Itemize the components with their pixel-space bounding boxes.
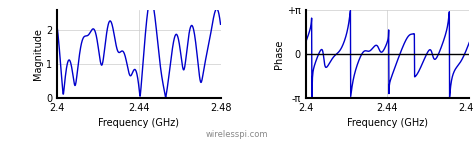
Y-axis label: Magnitude: Magnitude xyxy=(33,28,43,80)
X-axis label: Frequency (GHz): Frequency (GHz) xyxy=(98,118,179,128)
Y-axis label: Phase: Phase xyxy=(274,39,284,69)
X-axis label: Frequency (GHz): Frequency (GHz) xyxy=(347,118,428,128)
Text: wirelesspi.com: wirelesspi.com xyxy=(206,130,268,139)
